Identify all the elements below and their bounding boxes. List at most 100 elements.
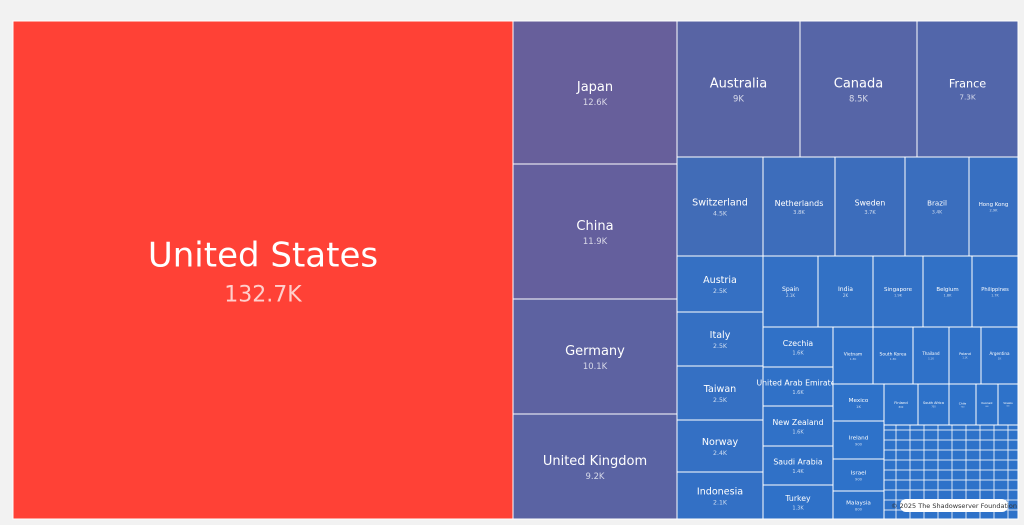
tile-value: 2.9K (990, 209, 999, 213)
tile-value: 700 (961, 406, 965, 408)
tile-name: Saudi Arabia (773, 457, 823, 466)
tile-value: 3.4K (932, 209, 943, 215)
tile-name: India (838, 286, 853, 293)
tile-name: Taiwan (703, 384, 736, 395)
tile-name: Sweden (855, 198, 886, 207)
tile-value: 1.7K (991, 293, 999, 297)
tile-name: Philippines (981, 287, 1009, 293)
tile-name: Norway (702, 437, 739, 448)
tile-name: Brazil (927, 199, 947, 208)
tile-name: United States (148, 235, 378, 275)
tile-name: Italy (710, 330, 731, 341)
tile-value: 9.2K (586, 471, 605, 481)
tile-name: United Arab Emirates (756, 378, 839, 387)
tile (997, 383, 1019, 426)
tile-value: 11.9K (583, 236, 608, 246)
tile-name: Argentina (989, 351, 1010, 356)
tile (676, 419, 764, 473)
tile-name: Germany (565, 344, 625, 359)
tile-name: New Zealand (772, 418, 823, 427)
tile-name: China (576, 219, 613, 234)
tile-value: 2.5K (713, 397, 728, 404)
tile (980, 326, 1019, 385)
tile-name: Denmark (981, 402, 993, 405)
tile-name: Switzerland (692, 197, 748, 208)
tile (676, 471, 764, 520)
tile-name: Spain (782, 286, 799, 293)
tile-value: 2.4K (713, 450, 728, 457)
tile-value: 700 (931, 406, 936, 409)
tile (512, 163, 678, 300)
tile (762, 484, 834, 520)
tile (904, 156, 970, 257)
tile-value: 1.1K (962, 357, 968, 360)
tile-value: 3.8K (793, 210, 805, 216)
tile (676, 255, 764, 313)
tile-name: Czechia (783, 339, 814, 348)
tile-value: 7.3K (959, 92, 976, 101)
tile-value: 1.6K (792, 429, 804, 435)
tile-name: South Africa (923, 401, 944, 405)
tile-value: 600 (1007, 406, 1010, 408)
tile (676, 365, 764, 421)
tile (968, 156, 1019, 257)
tile-name: France (949, 78, 986, 91)
tile-name: Malaysia (846, 500, 871, 506)
tile (832, 420, 885, 460)
tile-name: Turkey (784, 494, 811, 503)
tile-value: 4.5K (713, 211, 728, 218)
tile-value: 800 (855, 507, 863, 511)
tile-name: Ireland (849, 435, 869, 441)
tile (832, 326, 874, 385)
tile (762, 255, 819, 328)
tile (676, 311, 764, 367)
tile-value: 2K (843, 293, 849, 298)
tile-value: 2.5K (713, 343, 728, 350)
tile-name: Chile (959, 401, 967, 405)
tile-value: 1.6K (792, 390, 804, 396)
tile-value: 900 (855, 477, 863, 481)
tile-value: 2.5K (713, 288, 728, 295)
tile-value: 10.1K (583, 361, 608, 371)
tile-name: Belgium (936, 287, 958, 293)
tile (676, 20, 801, 158)
credit: © 2025 The Shadowserver Foundation (891, 502, 1017, 510)
tile-value: 2.1K (786, 293, 795, 298)
tile (916, 20, 1019, 158)
tile-value: 1.3K (890, 357, 897, 361)
tile (971, 255, 1019, 328)
tile (676, 156, 764, 257)
tiles: United States 132.7K Japan 12.6K China 11.9K G… (12, 20, 1019, 520)
tile (872, 255, 924, 328)
tile-name: Slovakia (1003, 402, 1013, 405)
tile-name: Netherlands (775, 199, 824, 208)
tile (917, 383, 950, 426)
tile-name: United Kingdom (543, 454, 647, 469)
tile-value: 1K (998, 357, 1002, 361)
tile-name: Indonesia (697, 486, 743, 497)
tile-value: 132.7K (224, 283, 302, 308)
tile-name: Australia (710, 76, 768, 91)
tile-name: Israel (851, 470, 867, 476)
tile-value: 1.6K (792, 350, 804, 356)
tile (12, 20, 514, 520)
tile-value: 800 (899, 406, 904, 409)
tile-value: 900 (855, 442, 863, 446)
tile (832, 458, 885, 492)
tile-value: 3.7K (864, 210, 876, 216)
tile-name: Singapore (884, 287, 913, 293)
tile-value: 12.6K (583, 97, 608, 107)
tile-name: Canada (834, 76, 883, 91)
tile (512, 413, 678, 520)
tile (948, 326, 982, 385)
tile-value: 1K (856, 405, 861, 409)
tile (883, 383, 919, 426)
tile-name: Japan (576, 80, 613, 95)
tile (762, 366, 834, 407)
tile-value: 1.1K (928, 357, 934, 361)
tile-value: 1.4K (792, 469, 804, 475)
tile (948, 383, 977, 426)
tile-name: Austria (703, 275, 737, 286)
tile-name: South Korea (880, 351, 907, 357)
